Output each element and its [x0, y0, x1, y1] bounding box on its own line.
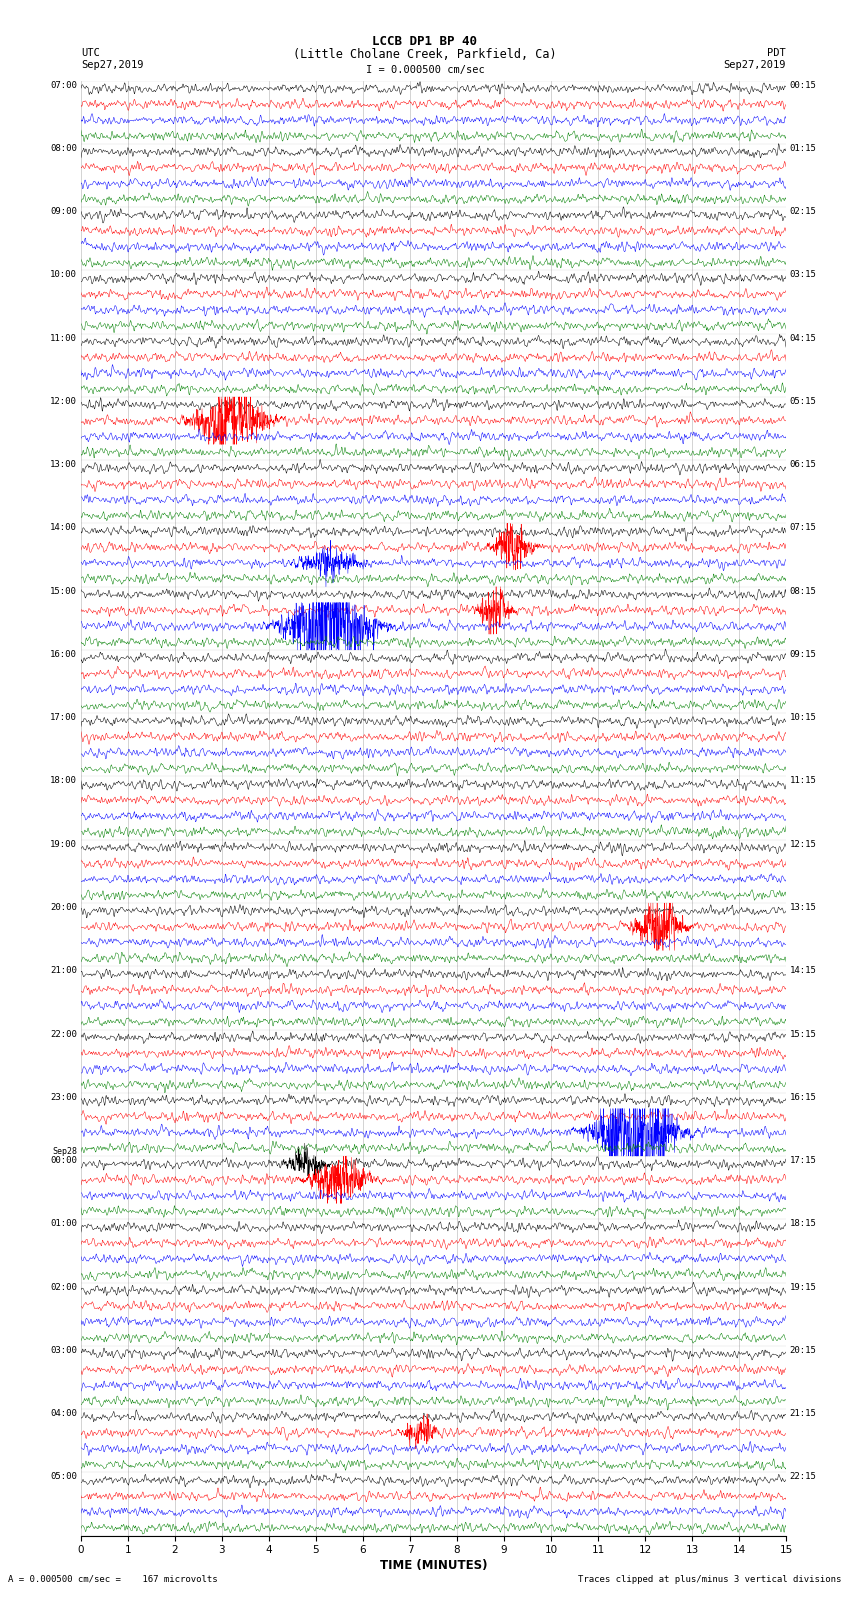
Text: 15:15: 15:15 — [790, 1029, 817, 1039]
Text: 09:00: 09:00 — [50, 206, 77, 216]
Text: 04:15: 04:15 — [790, 334, 817, 342]
Text: 18:15: 18:15 — [790, 1219, 817, 1227]
Text: A = 0.000500 cm/sec =    167 microvolts: A = 0.000500 cm/sec = 167 microvolts — [8, 1574, 218, 1584]
Text: 16:00: 16:00 — [50, 650, 77, 660]
Text: 05:00: 05:00 — [50, 1473, 77, 1481]
Text: Traces clipped at plus/minus 3 vertical divisions: Traces clipped at plus/minus 3 vertical … — [578, 1574, 842, 1584]
Text: 14:15: 14:15 — [790, 966, 817, 976]
Text: 19:00: 19:00 — [50, 840, 77, 848]
X-axis label: TIME (MINUTES): TIME (MINUTES) — [380, 1560, 487, 1573]
Text: 10:00: 10:00 — [50, 271, 77, 279]
Text: UTC: UTC — [81, 48, 99, 58]
Text: 07:15: 07:15 — [790, 524, 817, 532]
Text: 17:15: 17:15 — [790, 1157, 817, 1165]
Text: 08:00: 08:00 — [50, 144, 77, 153]
Text: 07:00: 07:00 — [50, 81, 77, 90]
Text: 11:15: 11:15 — [790, 776, 817, 786]
Text: 16:15: 16:15 — [790, 1092, 817, 1102]
Text: 15:00: 15:00 — [50, 587, 77, 595]
Text: 20:00: 20:00 — [50, 903, 77, 911]
Text: 11:00: 11:00 — [50, 334, 77, 342]
Text: 13:15: 13:15 — [790, 903, 817, 911]
Text: 01:15: 01:15 — [790, 144, 817, 153]
Text: 04:00: 04:00 — [50, 1410, 77, 1418]
Text: 12:00: 12:00 — [50, 397, 77, 406]
Text: 14:00: 14:00 — [50, 524, 77, 532]
Text: 20:15: 20:15 — [790, 1345, 817, 1355]
Text: 10:15: 10:15 — [790, 713, 817, 723]
Text: 17:00: 17:00 — [50, 713, 77, 723]
Text: 18:00: 18:00 — [50, 776, 77, 786]
Text: 03:15: 03:15 — [790, 271, 817, 279]
Text: 00:15: 00:15 — [790, 81, 817, 90]
Text: 03:00: 03:00 — [50, 1345, 77, 1355]
Text: (Little Cholane Creek, Parkfield, Ca): (Little Cholane Creek, Parkfield, Ca) — [293, 48, 557, 61]
Text: 12:15: 12:15 — [790, 840, 817, 848]
Text: 13:00: 13:00 — [50, 460, 77, 469]
Text: 22:15: 22:15 — [790, 1473, 817, 1481]
Text: 01:00: 01:00 — [50, 1219, 77, 1227]
Text: 21:00: 21:00 — [50, 966, 77, 976]
Text: LCCB DP1 BP 40: LCCB DP1 BP 40 — [372, 35, 478, 48]
Text: Sep27,2019: Sep27,2019 — [723, 60, 786, 69]
Text: 06:15: 06:15 — [790, 460, 817, 469]
Text: 05:15: 05:15 — [790, 397, 817, 406]
Text: I = 0.000500 cm/sec: I = 0.000500 cm/sec — [366, 65, 484, 74]
Text: 22:00: 22:00 — [50, 1029, 77, 1039]
Text: 00:00: 00:00 — [50, 1157, 77, 1165]
Text: 02:00: 02:00 — [50, 1282, 77, 1292]
Text: 09:15: 09:15 — [790, 650, 817, 660]
Text: 08:15: 08:15 — [790, 587, 817, 595]
Text: 21:15: 21:15 — [790, 1410, 817, 1418]
Text: 23:00: 23:00 — [50, 1092, 77, 1102]
Text: PDT: PDT — [768, 48, 786, 58]
Text: Sep27,2019: Sep27,2019 — [81, 60, 144, 69]
Text: 19:15: 19:15 — [790, 1282, 817, 1292]
Text: 02:15: 02:15 — [790, 206, 817, 216]
Text: Sep28: Sep28 — [52, 1147, 77, 1157]
